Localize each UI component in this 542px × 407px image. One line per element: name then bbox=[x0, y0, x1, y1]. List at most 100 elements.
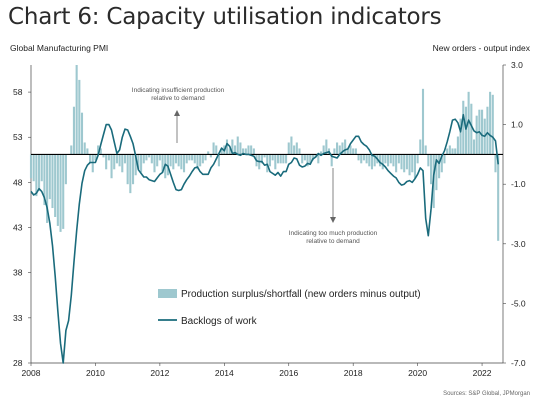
bar bbox=[459, 118, 462, 155]
bar bbox=[368, 154, 371, 167]
bar bbox=[497, 154, 500, 241]
right-axis-title: New orders - output index bbox=[432, 43, 530, 53]
bar bbox=[123, 154, 127, 164]
bar bbox=[158, 154, 161, 161]
bar bbox=[451, 148, 454, 155]
bar bbox=[336, 142, 339, 155]
source-note: Sources: S&P Global, JPMorgan bbox=[443, 391, 530, 397]
bar bbox=[48, 154, 51, 200]
bar bbox=[387, 154, 390, 167]
bar bbox=[204, 154, 207, 161]
bar bbox=[301, 154, 304, 164]
bar bbox=[199, 154, 202, 167]
left-tick-label: 53 bbox=[13, 132, 23, 142]
bar bbox=[97, 145, 100, 155]
right-tick-label: -1.0 bbox=[511, 179, 526, 189]
bar bbox=[62, 154, 65, 229]
bar bbox=[207, 151, 210, 155]
x-tick-label: 2020 bbox=[408, 368, 427, 378]
bar bbox=[400, 154, 403, 170]
bar bbox=[293, 145, 296, 155]
x-tick-label: 2012 bbox=[150, 368, 169, 378]
bar bbox=[231, 139, 234, 155]
bar bbox=[166, 154, 169, 176]
bar bbox=[215, 145, 218, 155]
bar bbox=[46, 154, 49, 223]
bar bbox=[239, 142, 242, 155]
bar bbox=[225, 139, 229, 155]
bar bbox=[131, 154, 135, 185]
bar bbox=[188, 154, 191, 161]
bar bbox=[252, 148, 255, 155]
bar bbox=[408, 154, 411, 176]
bar bbox=[150, 154, 153, 164]
bar bbox=[285, 154, 288, 164]
left-tick-label: 48 bbox=[13, 177, 23, 187]
bar bbox=[110, 154, 113, 179]
bar bbox=[40, 154, 43, 182]
bar-series bbox=[29, 65, 500, 241]
bar bbox=[397, 154, 400, 164]
x-tick-label: 2016 bbox=[279, 368, 298, 378]
bar bbox=[228, 148, 231, 155]
bar bbox=[126, 154, 129, 185]
bar bbox=[454, 148, 457, 155]
bar bbox=[330, 154, 333, 167]
bar bbox=[481, 109, 484, 155]
bar bbox=[86, 148, 89, 155]
bar bbox=[59, 154, 62, 232]
legend-label-line: Backlogs of work bbox=[181, 316, 258, 327]
bar bbox=[191, 154, 194, 161]
bar bbox=[271, 154, 274, 161]
bar bbox=[35, 154, 38, 197]
bar bbox=[416, 154, 419, 164]
left-tick-label: 33 bbox=[13, 313, 23, 323]
bar bbox=[83, 142, 86, 155]
bar bbox=[201, 154, 204, 164]
bar bbox=[446, 148, 449, 155]
bar bbox=[236, 136, 239, 155]
bar bbox=[54, 154, 57, 217]
bar bbox=[392, 154, 395, 167]
bar bbox=[290, 136, 293, 155]
annotation-line: relative to demand bbox=[306, 238, 360, 245]
bar bbox=[153, 154, 156, 173]
bar bbox=[435, 154, 438, 191]
bar bbox=[75, 65, 78, 155]
bar bbox=[462, 100, 465, 155]
bar bbox=[378, 154, 382, 167]
bar bbox=[247, 145, 250, 155]
bar bbox=[470, 103, 473, 155]
bar bbox=[185, 154, 188, 164]
bar bbox=[373, 154, 376, 167]
bar bbox=[260, 154, 263, 164]
left-axis-title: Global Manufacturing PMI bbox=[10, 43, 109, 53]
bar bbox=[89, 154, 92, 164]
bar bbox=[357, 154, 360, 161]
x-tick-label: 2008 bbox=[22, 368, 41, 378]
bar bbox=[137, 154, 140, 170]
bar bbox=[105, 154, 108, 170]
right-tick-label: -7.0 bbox=[511, 358, 526, 368]
bar bbox=[333, 148, 336, 155]
bar bbox=[403, 154, 406, 173]
bar bbox=[360, 154, 363, 164]
right-tick-label: -5.0 bbox=[511, 298, 526, 308]
bar bbox=[134, 154, 137, 176]
bar bbox=[276, 154, 280, 164]
bar bbox=[279, 154, 282, 164]
bar bbox=[381, 154, 384, 170]
x-tick-label: 2010 bbox=[86, 368, 105, 378]
bar bbox=[94, 154, 97, 161]
bar bbox=[389, 154, 392, 164]
left-tick-label: 38 bbox=[13, 268, 23, 278]
bar bbox=[29, 154, 33, 179]
bar bbox=[91, 154, 94, 173]
bar bbox=[193, 154, 196, 164]
legend: Production surplus/shortfall (new orders… bbox=[158, 289, 421, 327]
bar bbox=[322, 145, 325, 155]
bar bbox=[266, 154, 269, 173]
bar bbox=[365, 154, 368, 164]
annotation-too-much: Indicating too much production relative t… bbox=[289, 230, 378, 245]
bar bbox=[464, 106, 467, 155]
